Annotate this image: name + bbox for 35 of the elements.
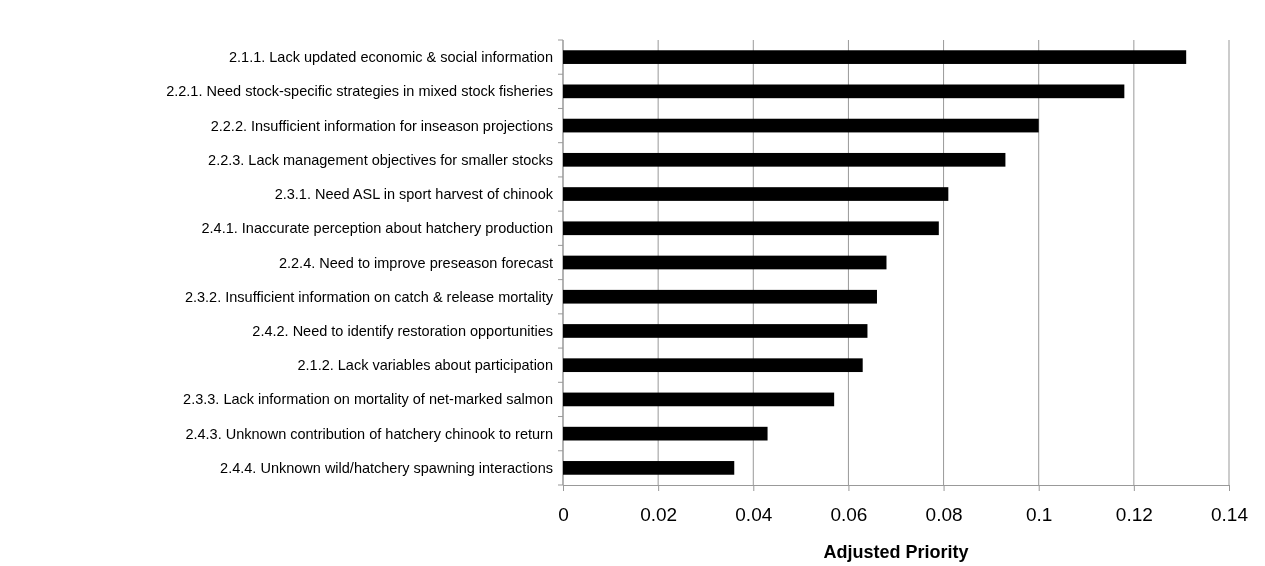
- bar: [563, 358, 863, 373]
- y-tick-label: 2.3.2. Insufficient information on catch & release mortality: [184, 288, 554, 305]
- bar: [563, 426, 768, 441]
- x-tick-label: 0.06: [830, 503, 868, 525]
- x-tick-label: 0.02: [640, 503, 678, 525]
- bar: [563, 289, 877, 304]
- y-tick-label: 2.4.1. Inaccurate perception about hatchery production: [201, 220, 553, 237]
- y-tick-label: 2.2.1. Need stock-specific strategies in mixed stock fisheries: [166, 83, 553, 100]
- bar: [563, 84, 1125, 99]
- bar: [563, 461, 735, 475]
- y-tick-label: 2.1.2. Lack variables about participation: [297, 357, 553, 374]
- y-tick-label: 2.2.3. Lack management objectives for smaller stocks: [208, 151, 553, 168]
- bar: [563, 187, 949, 201]
- bar: [563, 255, 887, 270]
- y-tick-label: 2.3.3. Lack information on mortality of net-marked salmon: [183, 391, 553, 408]
- x-tick-label: 0.08: [925, 503, 963, 525]
- bar: [563, 324, 868, 338]
- y-tick-label: 2.3.1. Need ASL in sport harvest of chinook: [274, 186, 554, 203]
- x-tick-label: 0.12: [1115, 503, 1153, 525]
- bar: [563, 221, 939, 236]
- x-tick-label: 0.1: [1026, 503, 1053, 525]
- bar: [563, 50, 1187, 64]
- x-tick-label: 0.14: [1211, 503, 1249, 525]
- y-tick-label: 2.4.4. Unknown wild/hatchery spawning interactions: [220, 459, 553, 476]
- x-tick-label: 0.04: [735, 503, 773, 525]
- y-tick-label: 2.1.1. Lack updated economic & social information: [228, 49, 553, 66]
- x-axis-title: Adjusted Priority: [823, 542, 969, 562]
- bar: [563, 118, 1039, 133]
- y-tick-label: 2.2.4. Need to improve preseason forecast: [278, 254, 553, 271]
- y-tick-label: 2.4.2. Need to identify restoration opportunities: [252, 323, 553, 340]
- y-tick-label: 2.2.2. Insufficient information for inseason projections: [210, 117, 553, 134]
- bar: [563, 152, 1006, 167]
- y-tick-label: 2.4.3. Unknown contribution of hatchery chinook to return: [185, 425, 553, 442]
- bar: [563, 392, 835, 407]
- x-tick-label: 0: [558, 503, 569, 525]
